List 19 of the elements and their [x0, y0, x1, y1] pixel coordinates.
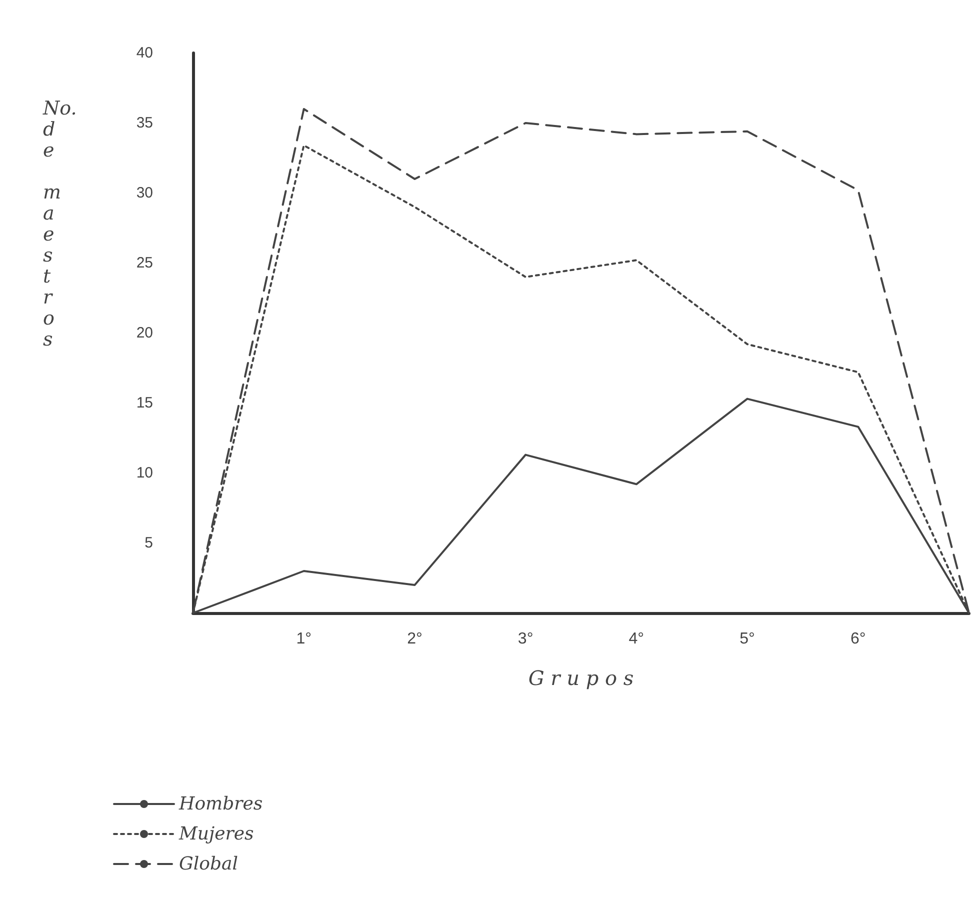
x-tick-label: 5°: [740, 630, 755, 648]
y-tick-label: 20: [136, 324, 153, 342]
text: No. de maestros: [43, 98, 77, 350]
y-tick-label: 10: [136, 464, 153, 482]
y-tick-label: 35: [136, 114, 153, 132]
y-tick-label: 25: [136, 254, 153, 272]
x-axis-title: G r u p o s: [528, 666, 634, 690]
x-tick-label: 3°: [518, 630, 534, 648]
y-tick-label: 5: [144, 534, 153, 552]
x-tick-label: 1°: [296, 630, 312, 648]
y-tick-label: 30: [136, 184, 153, 202]
y-tick-label: 15: [136, 394, 153, 412]
x-tick-label: 4°: [628, 630, 644, 648]
x-tick-label: 2°: [407, 630, 422, 648]
legend-label: Global: [179, 854, 238, 874]
y-tick-label: 40: [136, 44, 153, 62]
legend-label: Mujeres: [178, 824, 254, 844]
x-tick-label: 6°: [850, 630, 866, 648]
legend-label: Hombres: [178, 794, 263, 814]
